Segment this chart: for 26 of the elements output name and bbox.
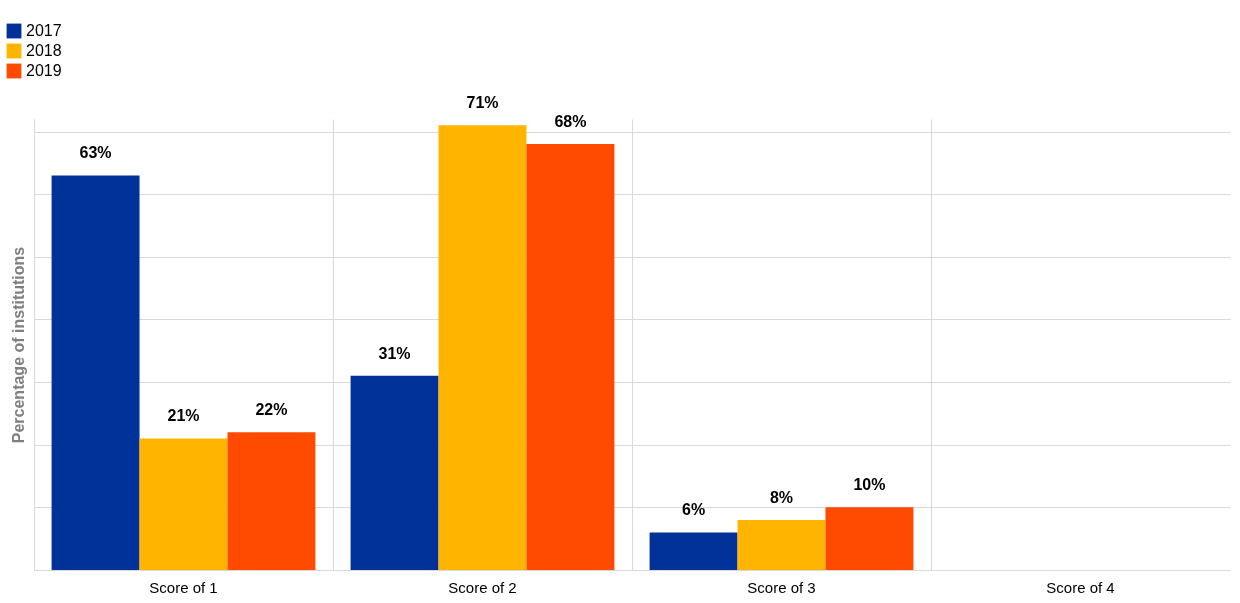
data-label: 31% — [378, 344, 411, 362]
bar — [227, 432, 316, 570]
bar — [737, 519, 826, 570]
bar — [649, 532, 738, 570]
x-tick-label: Score of 4 — [1046, 578, 1115, 596]
bar — [51, 175, 140, 570]
data-label: 68% — [554, 113, 587, 131]
bar — [350, 375, 439, 570]
x-tick-label: Score of 3 — [747, 578, 816, 596]
data-label: 6% — [682, 501, 706, 519]
bar — [438, 125, 527, 570]
legend-label: 2018 — [26, 42, 62, 59]
y-axis-title: Percentage of institutions — [9, 246, 27, 444]
data-label: 8% — [769, 488, 794, 506]
legend-label: 2017 — [26, 22, 62, 39]
bar — [526, 144, 615, 570]
x-tick-label: Score of 1 — [149, 578, 218, 596]
x-tick-label: Score of 2 — [448, 578, 517, 596]
data-label: 63% — [79, 144, 112, 162]
data-label: 71% — [466, 94, 499, 112]
data-label: 21% — [167, 407, 200, 425]
data-label: 10% — [853, 476, 886, 494]
legend-label: 2019 — [26, 62, 62, 79]
data-label: 22% — [255, 401, 288, 419]
bar — [139, 438, 228, 570]
bar — [825, 507, 914, 570]
